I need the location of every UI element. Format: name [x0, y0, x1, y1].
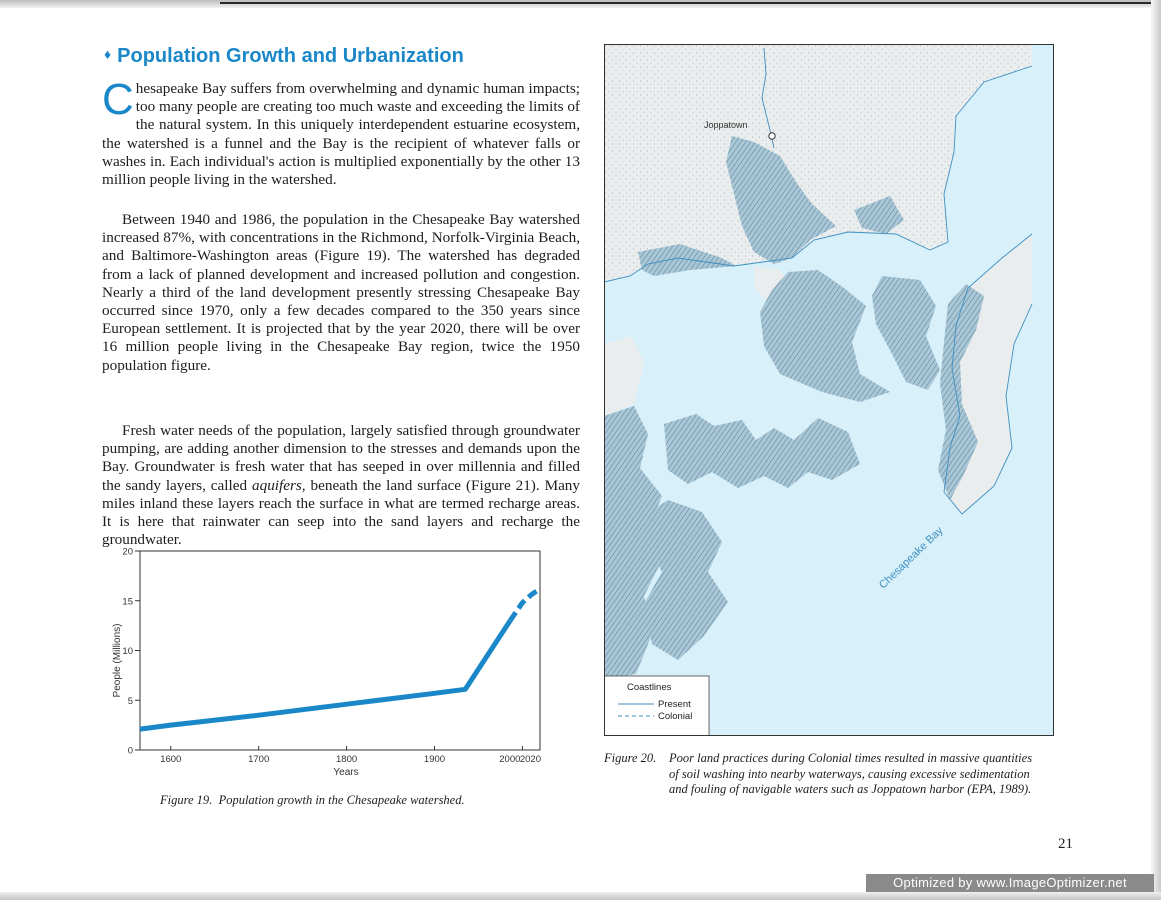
top-page-shadow	[0, 0, 1161, 8]
paragraph-3: Fresh water needs of the population, lar…	[102, 422, 580, 549]
page-number: 21	[1058, 836, 1073, 852]
paragraph-3-text-a: Fresh water needs of the population, lar…	[102, 422, 580, 494]
paragraph-2: Between 1940 and 1986, the population in…	[102, 211, 580, 374]
paragraph-3-text-b: beneath the land surface (Figure 21). Ma…	[102, 476, 580, 549]
y-tick-label: 20	[122, 547, 133, 558]
population-line-projected	[508, 586, 542, 623]
page-edge-right	[1151, 0, 1161, 900]
top-rule	[220, 2, 1161, 4]
coastline-map-svg: Joppatown Chesapeake Bay Coastlines Pres…	[603, 44, 1054, 737]
figure-19-caption: Figure 19. Population growth in the Ches…	[160, 793, 465, 808]
x-tick-label: 1900	[424, 754, 445, 765]
figure-19-text: Population growth in the Chesapeake wate…	[218, 793, 465, 807]
figure-20-label: Figure 20.	[604, 751, 657, 765]
x-tick-label: 2000	[499, 754, 520, 765]
diamond-bullet-icon: ♦	[104, 46, 112, 62]
map-legend: Coastlines Present Colonial	[603, 675, 710, 737]
section-title: Population Growth and Urbanization	[117, 45, 464, 67]
y-tick-label: 5	[128, 696, 133, 707]
paragraph-1-text: hesapeake Bay suffers from overwhelming …	[102, 80, 580, 189]
population-chart: 0 5 10 15 20 1600 1700 1800 1900 2000 2020 Years Peo…	[100, 540, 570, 780]
drop-cap: C	[102, 75, 134, 124]
x-tick-label: 1800	[336, 754, 357, 765]
figure-20-text: Poor land practices during Colonial time…	[669, 751, 1033, 796]
colonial-sediment-land	[604, 136, 984, 680]
map-frame	[604, 44, 1054, 736]
watermark-banner: Optimized by www.ImageOptimizer.net	[866, 874, 1154, 892]
joppatown-map: Joppatown Chesapeake Bay Coastlines Pres…	[603, 44, 1054, 737]
legend-present: Present	[658, 699, 691, 710]
x-tick-label: 1700	[248, 754, 269, 765]
population-line-historic	[139, 619, 513, 732]
y-axis-label: People (Millions)	[112, 624, 123, 698]
page-edge-bottom	[0, 892, 1161, 900]
joppatown-marker-icon	[768, 132, 776, 140]
section-heading: ♦ Population Growth and Urbanization	[104, 45, 464, 68]
y-tick-label: 15	[122, 596, 133, 607]
present-coastline	[603, 65, 1033, 515]
legend-colonial: Colonial	[658, 711, 692, 722]
figure-19-label: Figure 19.	[160, 793, 213, 807]
population-chart-svg: 0 5 10 15 20 1600 1700 1800 1900 2000 2020 Years Peo…	[112, 547, 542, 778]
joppatown-label: Joppatown	[704, 120, 748, 130]
y-tick-label: 0	[128, 746, 133, 757]
x-tick-label: 1600	[160, 754, 181, 765]
x-tick-label: 2020	[520, 754, 541, 765]
figure-20-caption: Figure 20. Poor land practices during Co…	[604, 751, 1034, 798]
legend-title: Coastlines	[627, 682, 672, 693]
y-tick-label: 10	[122, 646, 133, 657]
x-axis-label: Years	[333, 767, 358, 778]
aquifers-term: aquifers,	[252, 476, 306, 494]
